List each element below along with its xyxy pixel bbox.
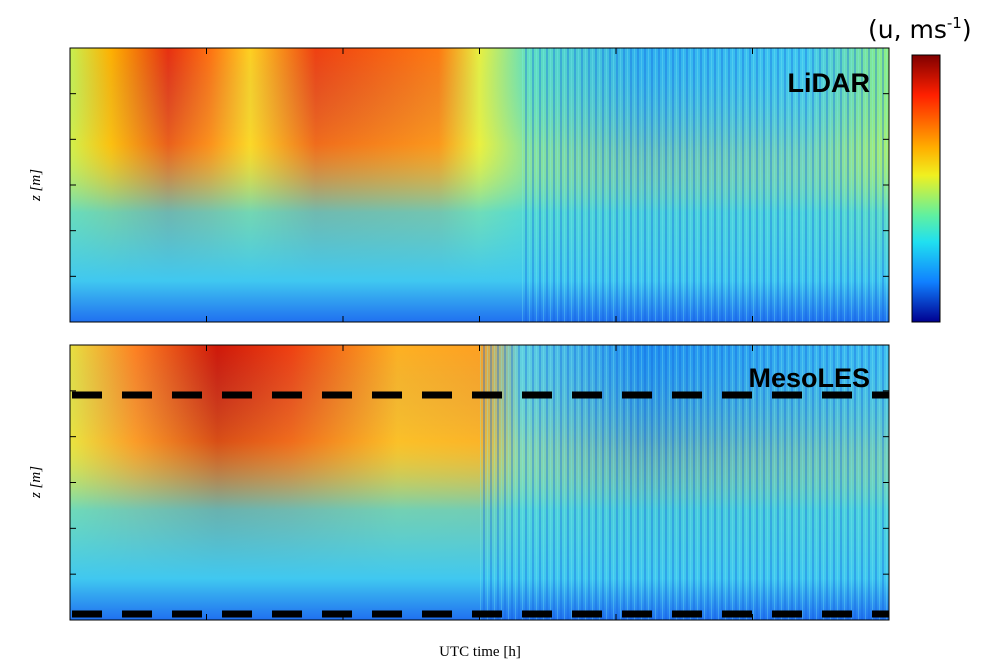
panel-mesoles: MesoLES z [m] bbox=[28, 344, 890, 621]
heatmap-texture bbox=[520, 48, 889, 322]
heatmap-texture bbox=[480, 345, 889, 620]
ticks bbox=[70, 48, 889, 620]
colorbar bbox=[911, 54, 941, 323]
x-label: UTC time [h] bbox=[439, 644, 521, 660]
panel-lidar: LiDAR z [m] bbox=[28, 47, 890, 323]
y-label: z [m] bbox=[28, 466, 44, 499]
panel-label: MesoLES bbox=[748, 363, 870, 393]
colorbar-label: (u, ms-1) bbox=[868, 14, 972, 44]
y-label: z [m] bbox=[28, 169, 44, 202]
panel-label: LiDAR bbox=[788, 68, 871, 98]
